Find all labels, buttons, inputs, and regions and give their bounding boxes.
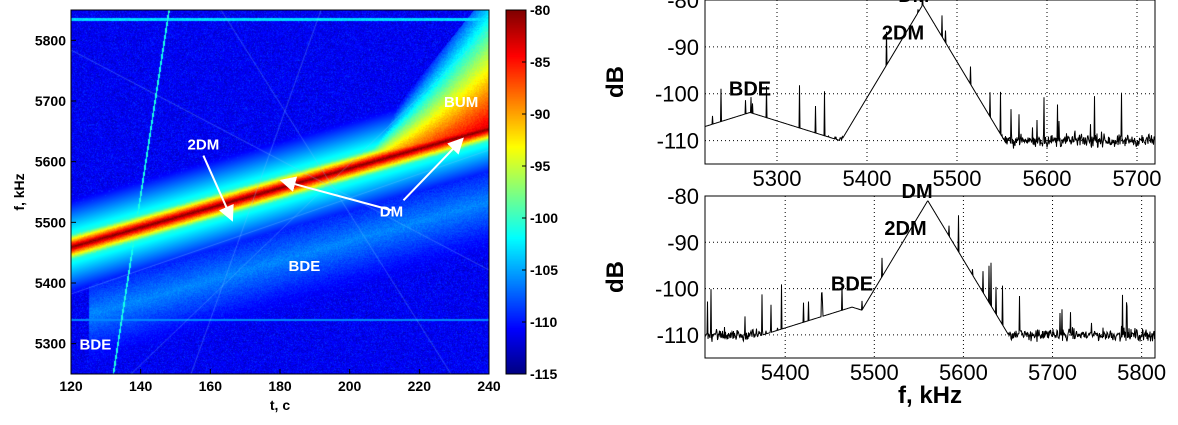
heatmap-annotation: BDE [80,337,112,354]
spectrum-y-tick-label: -90 [667,35,699,60]
spectrum-y-tick-label: -80 [667,0,699,13]
spectrum-y-tick-label: -110 [657,129,699,154]
spectrum-frame [704,0,1156,165]
heatmap-x-tick-label: 240 [477,378,501,394]
spectrum-x-tick-label: 5300 [753,166,802,191]
spectrum-y-tick-label: -110 [657,323,699,348]
spectrum-x-tick-label: 5700 [1028,360,1077,385]
spectrum-y-tick-label: -90 [667,230,699,255]
spectrum-x-tick-label: 5500 [850,360,899,385]
spectrum-annotation: DM [902,181,933,203]
heatmap-annotation: BUM [444,94,478,111]
annotation-arrow [202,155,234,222]
spectrum-annotation: BDE [831,274,873,296]
spectrum-frame [704,195,1156,359]
spectrum-trace [705,0,1155,149]
spectrum-y-tick-label: -80 [667,184,699,209]
spectrum-annotation: DM [898,0,929,7]
spectrum-x-tick-label: 5800 [1117,360,1166,385]
heatmap-y-tick-label: 5700 [35,93,66,109]
heatmap-y-axis-label: f, kHz [11,173,27,210]
heatmap-x-tick-label: 220 [408,378,432,394]
heatmap-y-tick-label: 5800 [35,32,66,48]
spectrum-annotation: 2DM [882,22,924,44]
spectrum-y-tick-label: -100 [655,82,699,107]
heatmap-annotation: BDE [289,258,321,275]
heatmap-y-tick-label: 5600 [35,154,66,170]
heatmap-x-axis-label: t, c [270,397,290,413]
heatmap-y-tick-label: 5300 [35,336,66,352]
heatmap-x-tick-label: 180 [268,378,292,394]
spectrum-y-tick-label: -100 [655,277,699,302]
annotation-arrow [279,176,392,212]
heatmap-x-tick-label: 160 [199,378,223,394]
colorbar-tick-label: -110 [530,314,557,330]
heatmap-x-tick-label: 140 [129,378,153,394]
colorbar-tick-label: -80 [530,2,550,18]
spectrum-y-axis-label: dB [602,261,629,293]
spectrum-x-tick-label: 5400 [761,360,810,385]
colorbar-tick-label: -105 [530,262,558,278]
colorbar-tick-label: -85 [530,54,550,70]
heatmap-x-tick-label: 200 [338,378,362,394]
colorbar-tick-label: -100 [530,210,558,226]
spectrum-x-axis-label: f, kHz [898,382,962,409]
colorbar-tick-label: -90 [530,106,550,122]
heatmap-annotation: DM [380,203,403,220]
heatmap-x-tick-label: 120 [59,378,83,394]
heatmap-y-tick-label: 5400 [35,275,66,291]
spectrum-x-tick-label: 5600 [939,360,988,385]
spectrum-x-tick-label: 5600 [1023,166,1072,191]
spectrum-annotation: BDE [729,79,771,101]
colorbar-tick-label: -115 [530,366,557,382]
heatmap-annotation: 2DM [188,137,220,154]
spectrum-y-axis-label: dB [602,66,629,98]
spectrum-annotation: 2DM [884,218,926,240]
heatmap-y-tick-label: 5500 [35,214,66,230]
spectrum-x-tick-label: 5500 [933,166,982,191]
heatmap-frame [70,9,490,375]
annotation-arrow [402,137,464,201]
spectrum-x-tick-label: 5700 [1113,166,1162,191]
colorbar-tick-label: -95 [530,158,550,174]
colorbar-frame [505,9,527,375]
spectrum-x-tick-label: 5400 [843,166,892,191]
spectrum-trace [705,200,1155,343]
